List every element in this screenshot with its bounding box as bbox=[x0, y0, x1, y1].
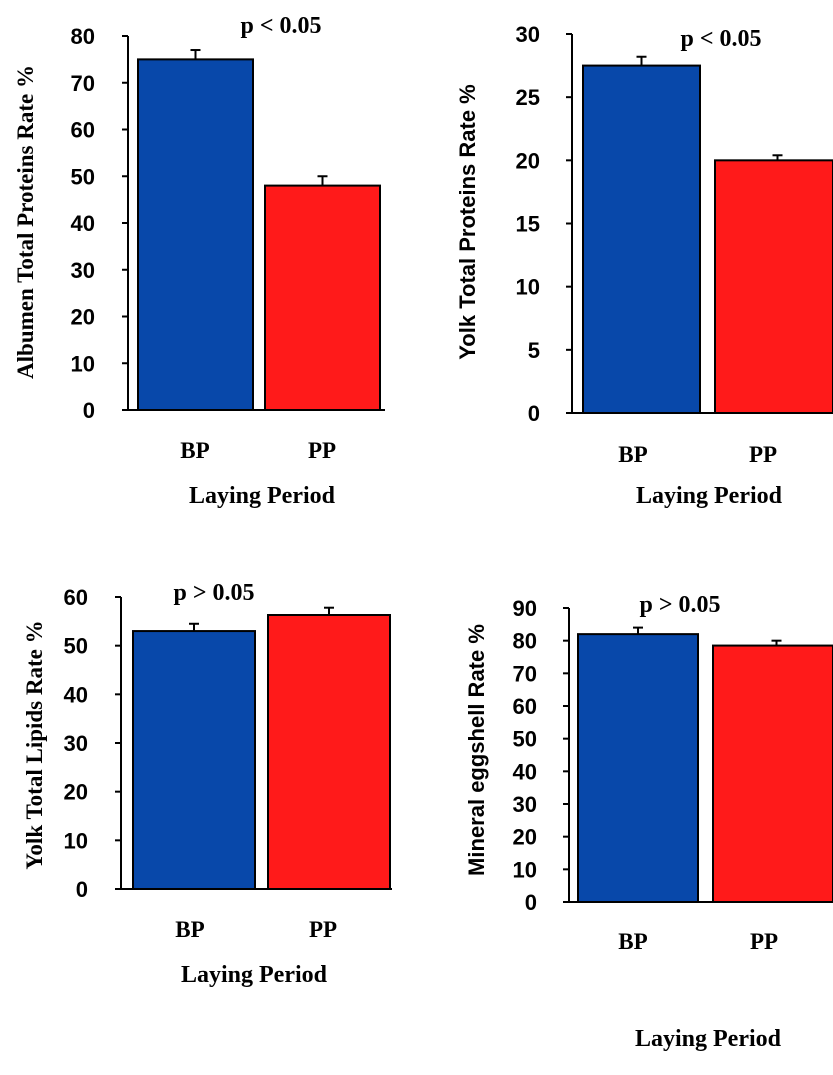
mineral-eggshell-y-tick-label: 90 bbox=[513, 596, 537, 621]
yolk-lipids-significance-label: p > 0.05 bbox=[173, 580, 254, 606]
albumen-proteins-y-tick-label: 40 bbox=[71, 211, 95, 236]
yolk-proteins-x-axis-title: Laying Period bbox=[636, 483, 783, 509]
albumen-proteins-y-tick-label: 10 bbox=[71, 351, 95, 376]
yolk-proteins-y-axis-title: Yolk Total Proteins Rate % bbox=[455, 84, 480, 359]
albumen-proteins-category-label: PP bbox=[308, 438, 336, 463]
albumen-proteins-x-axis-title: Laying Period bbox=[189, 483, 336, 509]
yolk-lipids-bar-bp bbox=[132, 630, 256, 890]
mineral-eggshell-y-tick-label: 20 bbox=[513, 825, 537, 850]
yolk-lipids-y-tick-label: 50 bbox=[64, 634, 88, 659]
yolk-proteins-y-tick-label: 20 bbox=[516, 148, 540, 173]
yolk-proteins-y-tick-label: 15 bbox=[516, 212, 540, 237]
yolk-proteins-y-tick-label: 30 bbox=[516, 22, 540, 47]
mineral-eggshell-significance-label: p > 0.05 bbox=[639, 592, 720, 618]
yolk-lipids-y-tick-label: 10 bbox=[64, 828, 88, 853]
mineral-eggshell-y-tick-label: 40 bbox=[513, 759, 537, 784]
albumen-proteins-y-tick-label: 80 bbox=[71, 24, 95, 49]
mineral-eggshell-category-label: BP bbox=[618, 929, 647, 954]
mineral-eggshell-y-tick-label: 0 bbox=[525, 890, 537, 915]
yolk-proteins-category-label: BP bbox=[618, 442, 647, 467]
yolk-lipids-y-tick-label: 30 bbox=[64, 731, 88, 756]
yolk-proteins-bar-bp bbox=[582, 64, 701, 414]
yolk-lipids-category-label: PP bbox=[309, 917, 337, 942]
albumen-proteins-significance-label: p < 0.05 bbox=[240, 13, 321, 39]
albumen-proteins-y-tick-label: 50 bbox=[71, 164, 95, 189]
albumen-proteins-y-axis-title: Albumen Total Proteins Rate % bbox=[13, 65, 38, 379]
mineral-eggshell-y-axis-title: Mineral eggshell Rate % bbox=[464, 624, 489, 876]
yolk-proteins-bar-pp bbox=[714, 159, 833, 414]
mineral-eggshell-y-tick-label: 60 bbox=[513, 694, 537, 719]
albumen-proteins-y-tick-label: 70 bbox=[71, 71, 95, 96]
yolk-lipids-y-tick-label: 20 bbox=[64, 780, 88, 805]
mineral-eggshell-y-tick-label: 50 bbox=[513, 727, 537, 752]
yolk-lipids-y-tick-label: 40 bbox=[64, 682, 88, 707]
yolk-lipids-category-label: BP bbox=[175, 917, 204, 942]
yolk-lipids-y-axis-title: Yolk Total Lipids Rate % bbox=[22, 620, 47, 869]
albumen-proteins-category-label: BP bbox=[180, 438, 209, 463]
mineral-eggshell-y-tick-label: 80 bbox=[513, 629, 537, 654]
yolk-proteins-y-tick-label: 10 bbox=[516, 275, 540, 300]
mineral-eggshell-bar-bp bbox=[577, 633, 699, 904]
yolk-proteins-y-tick-label: 0 bbox=[528, 401, 540, 426]
mineral-eggshell-y-tick-label: 70 bbox=[513, 661, 537, 686]
albumen-proteins-y-tick-label: 60 bbox=[71, 118, 95, 143]
mineral-eggshell-bar-pp bbox=[712, 644, 833, 903]
mineral-eggshell-y-tick-label: 30 bbox=[513, 792, 537, 817]
yolk-lipids-x-axis-title: Laying Period bbox=[181, 962, 328, 988]
albumen-proteins-bar-bp bbox=[137, 58, 254, 411]
yolk-lipids-bar-pp bbox=[267, 614, 391, 890]
yolk-proteins-category-label: PP bbox=[749, 442, 777, 467]
yolk-proteins-y-tick-label: 25 bbox=[516, 85, 540, 110]
yolk-proteins-y-tick-label: 5 bbox=[528, 338, 540, 363]
yolk-proteins-significance-label: p < 0.05 bbox=[680, 26, 761, 52]
albumen-proteins-y-tick-label: 20 bbox=[71, 305, 95, 330]
mineral-eggshell-category-label: PP bbox=[750, 929, 778, 954]
yolk-lipids-y-tick-label: 60 bbox=[64, 585, 88, 610]
mineral-eggshell-y-tick-label: 10 bbox=[513, 857, 537, 882]
albumen-proteins-bar-pp bbox=[264, 184, 381, 411]
mineral-eggshell-x-axis-title: Laying Period bbox=[635, 1026, 782, 1052]
albumen-proteins-y-tick-label: 30 bbox=[71, 258, 95, 283]
yolk-lipids-y-tick-label: 0 bbox=[76, 877, 88, 902]
albumen-proteins-y-tick-label: 0 bbox=[83, 398, 95, 423]
